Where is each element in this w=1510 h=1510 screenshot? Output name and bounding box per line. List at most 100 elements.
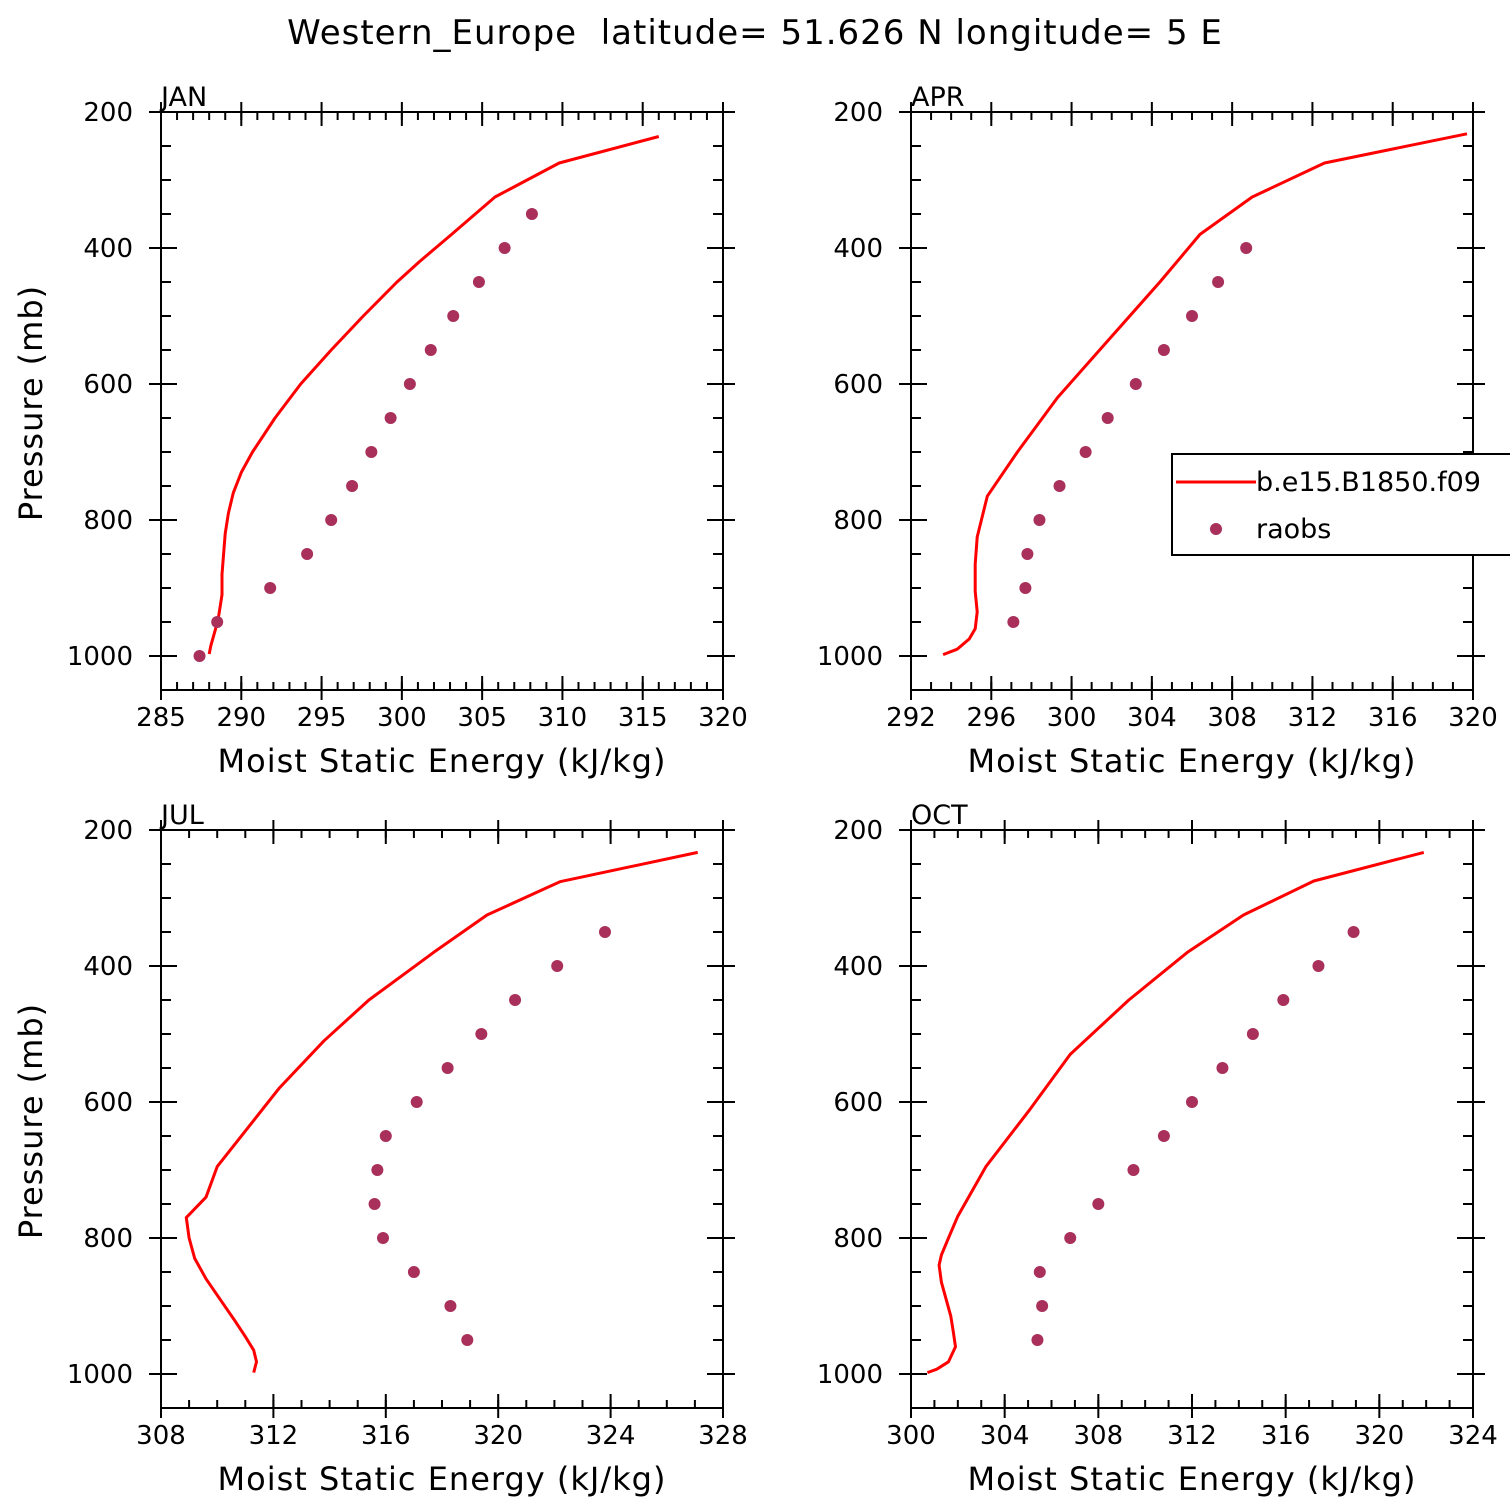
obs-point [193,650,206,662]
x-axis-label: Moist Static Energy (kJ/kg) [218,1460,667,1498]
x-tick-label: 316 [361,1421,411,1451]
obs-point [368,1198,381,1210]
y-tick-label: 600 [833,1088,883,1118]
obs-point [1212,276,1225,288]
y-tick-label: 200 [833,816,883,846]
y-tick-label: 400 [833,952,883,982]
x-tick-label: 320 [473,1421,523,1451]
x-tick-label: 316 [1368,703,1418,733]
x-tick-label: 285 [136,703,186,733]
obs-point [461,1334,474,1346]
x-tick-label: 324 [1448,1421,1498,1451]
panel-jan: JAN 285 290 295 300 305 310 315 320 200 400 600 800 1… [12,82,748,780]
obs-point [447,310,460,322]
y-tick-label: 400 [83,234,133,264]
x-tick-label: 308 [1074,1421,1124,1451]
legend: b.e15.B1850.f09 raobs [1171,453,1510,556]
obs-point [379,1130,392,1142]
x-tick-label: 308 [136,1421,186,1451]
obs-point [1240,242,1253,254]
obs-point [1033,514,1046,526]
plot-frame [160,111,724,691]
obs-point [1157,1130,1170,1142]
obs-point [444,1300,457,1312]
obs-point [1157,344,1170,356]
obs-point [1033,1266,1046,1278]
legend-label-model: b.e15.B1850.f09 [1256,467,1481,498]
model-line-jul [184,850,699,1373]
obs-point [1186,1096,1198,1108]
x-tick-label: 296 [966,703,1016,733]
x-tick-label: 290 [216,703,266,733]
obs-point [325,514,338,526]
obs-point [1064,1232,1077,1244]
obs-point [1036,1300,1049,1312]
y-tick-label: 600 [83,370,133,400]
panel-label: OCT [911,800,968,831]
x-tick-label: 310 [538,703,588,733]
x-tick-label: 320 [698,703,748,733]
panel-label: JAN [159,82,207,113]
y-tick-label: 800 [833,1224,883,1254]
obs-point [1312,960,1325,972]
panel-apr: APR 292 296 300 304 308 312 316 320 200 400 600 800 1… [817,82,1498,780]
y-axis-label: Pressure (mb) [12,1003,50,1239]
x-tick-label: 305 [457,703,507,733]
panel-label: APR [911,82,965,113]
obs-point [407,1266,420,1278]
panels: JAN 285 290 295 300 305 310 315 320 200 400 600 800 1… [12,82,1498,1498]
obs-point [301,548,314,560]
series-group [193,135,660,662]
x-tick-label: 315 [618,703,668,733]
series-group [942,132,1468,657]
obs-point [371,1164,384,1176]
y-tick-label: 800 [83,506,133,536]
obs-point [1129,378,1142,390]
obs-point [1277,994,1290,1006]
x-tick-label: 312 [1167,1421,1217,1451]
obs-point [525,208,538,220]
y-axis-label: Pressure (mb) [12,285,50,521]
obs-point [475,1028,488,1040]
obs-point [1101,412,1114,424]
obs-point [1021,548,1034,560]
y-tick-label: 1000 [67,642,133,672]
obs-point [1127,1164,1140,1176]
obs-point [346,480,359,492]
obs-point [441,1062,454,1074]
obs-point [1019,582,1032,594]
x-tick-label: 312 [1288,703,1338,733]
y-tick-label: 200 [833,98,883,128]
panel-label: JUL [159,800,204,831]
x-tick-label: 300 [1047,703,1097,733]
x-axis-label: Moist Static Energy (kJ/kg) [968,1460,1417,1498]
obs-point [1347,926,1360,938]
legend-label-obs: raobs [1256,514,1331,545]
x-tick-label: 295 [297,703,347,733]
x-tick-label: 328 [698,1421,748,1451]
y-tick-label: 400 [833,234,883,264]
y-tick-label: 1000 [67,1360,133,1390]
x-tick-label: 300 [886,1421,936,1451]
obs-point [551,960,564,972]
plot-frame [910,829,1474,1409]
x-tick-label: 316 [1261,1421,1311,1451]
x-tick-label: 320 [1448,703,1498,733]
obs-point [1246,1028,1259,1040]
obs-point [424,344,437,356]
x-axis-label: Moist Static Energy (kJ/kg) [968,742,1417,780]
panel-oct: OCT 300 304 308 312 316 320 324 200 400 600 800 1000… [817,800,1498,1498]
obs-point [211,616,224,628]
y-tick-label: 400 [83,952,133,982]
y-tick-label: 600 [83,1088,133,1118]
x-tick-label: 308 [1207,703,1257,733]
obs-point [1079,446,1092,458]
x-tick-label: 324 [586,1421,636,1451]
legend-frame [1171,453,1510,556]
obs-point [384,412,397,424]
obs-point [1053,480,1066,492]
series-group [926,850,1425,1375]
model-line-oct [926,850,1425,1375]
obs-point [509,994,522,1006]
